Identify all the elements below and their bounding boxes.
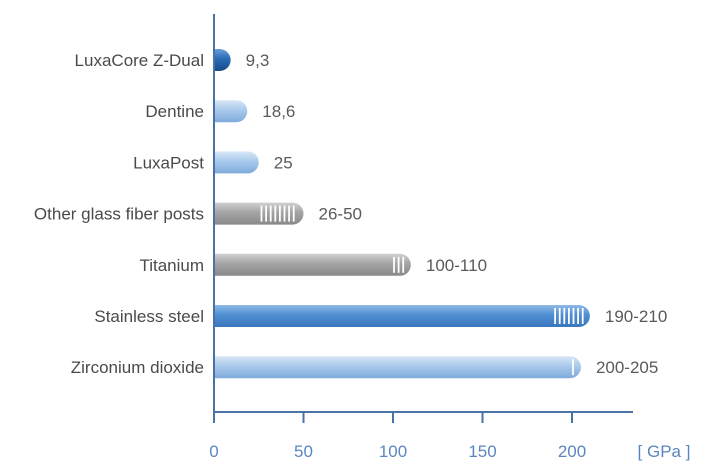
value-label-other-glass-fiber-posts: 26-50 — [319, 205, 362, 224]
bars-layer: LuxaCore Z-Dual 9,3 Dentine 18,6 LuxaPost 25 O… — [34, 49, 667, 379]
x-tick-label-0: 0 — [209, 442, 218, 461]
value-label-dentine: 18,6 — [262, 102, 295, 121]
value-label-stainless-steel: 190-210 — [605, 307, 667, 326]
category-label-luxacore-z-dual: LuxaCore Z-Dual — [75, 51, 204, 70]
x-axis-unit-label: [ GPa ] — [638, 442, 691, 461]
category-label-dentine: Dentine — [145, 102, 204, 121]
value-label-luxapost: 25 — [274, 153, 293, 172]
value-label-zirconium-dioxide: 200-205 — [596, 358, 658, 377]
range-hatch-other-glass-fiber-posts — [260, 205, 295, 222]
category-label-luxapost: LuxaPost — [133, 153, 204, 172]
category-label-stainless-steel: Stainless steel — [94, 307, 204, 326]
bar-stainless-steel — [214, 305, 590, 327]
x-tick-label-150: 150 — [468, 442, 496, 461]
x-tick-label-200: 200 — [558, 442, 586, 461]
bar-zirconium-dioxide — [214, 356, 581, 379]
bar-titanium — [214, 253, 411, 276]
bar-luxacore-z-dual — [214, 49, 231, 71]
x-tick-label-100: 100 — [379, 442, 407, 461]
range-hatch-titanium — [393, 256, 405, 273]
bar-luxapost — [214, 151, 259, 174]
category-label-titanium: Titanium — [139, 256, 204, 275]
value-label-luxacore-z-dual: 9,3 — [246, 51, 270, 70]
category-label-other-glass-fiber-posts: Other glass fiber posts — [34, 205, 204, 224]
value-label-titanium: 100-110 — [426, 256, 487, 275]
category-label-zirconium-dioxide: Zirconium dioxide — [71, 358, 204, 377]
x-ticks: 0 50 100 150 200 — [209, 412, 586, 461]
range-hatch-stainless-steel — [554, 308, 584, 324]
bar-other-glass-fiber-posts — [214, 202, 304, 225]
x-tick-label-50: 50 — [294, 442, 313, 461]
bar-dentine — [214, 100, 248, 123]
